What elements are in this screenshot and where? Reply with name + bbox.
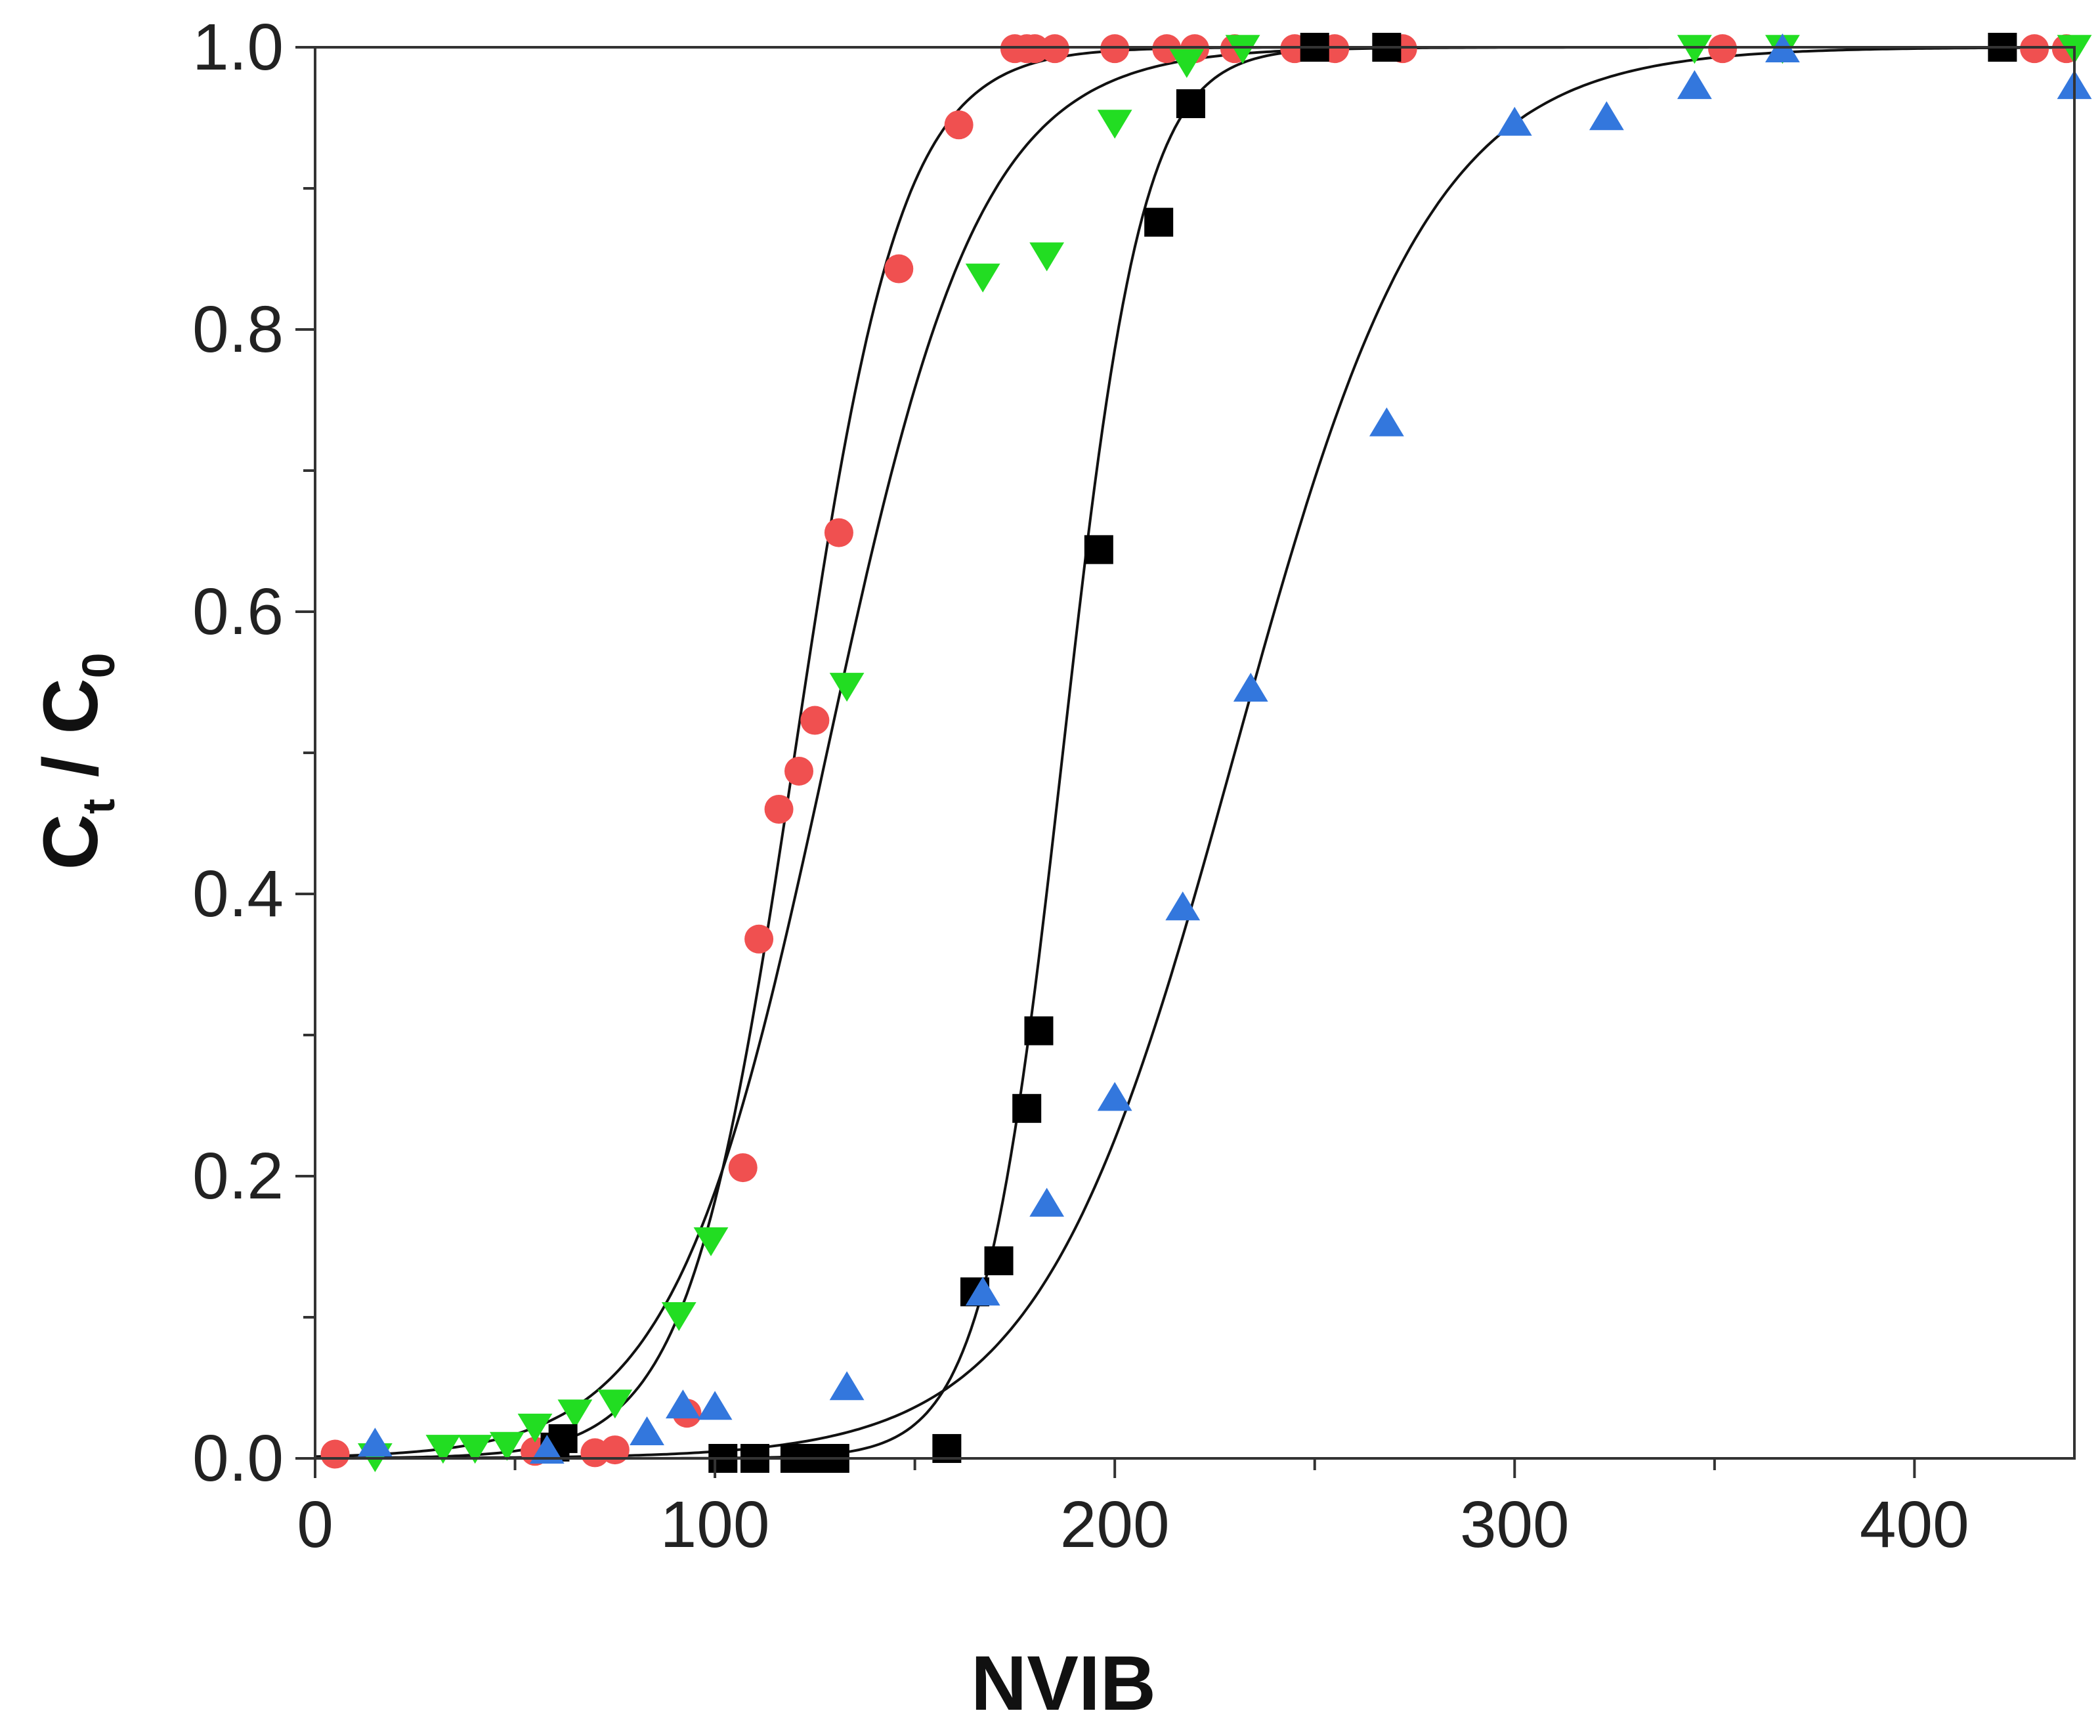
data-point-circle <box>600 1435 630 1465</box>
fit-curves <box>314 46 2074 1460</box>
y-tick-label: 0.2 <box>192 1139 284 1213</box>
data-point-square <box>1084 535 1113 564</box>
data-point-circle <box>764 795 794 824</box>
data-point-circle <box>784 756 813 786</box>
y-tick-label: 0.4 <box>192 857 284 931</box>
tick-labels: 0 100 200 300 400 0.0 0.2 0.4 0.6 0.8 1.0 <box>192 11 1969 1561</box>
data-point-triangle-up <box>829 1371 865 1401</box>
x-tick-label: 100 <box>660 1488 770 1561</box>
data-point-circle <box>1040 34 1069 64</box>
data-point-triangle-up <box>1677 70 1712 99</box>
data-point-triangle-down <box>693 1227 729 1257</box>
plot-frame <box>314 46 2076 1460</box>
data-point-square <box>1024 1016 1054 1046</box>
data-point-triangle-up <box>1369 407 1404 436</box>
data-point-square <box>1012 1093 1042 1123</box>
data-point-triangle-down <box>597 1389 633 1419</box>
x-tick-label: 400 <box>1860 1488 1969 1561</box>
y-tick-label: 1.0 <box>192 11 284 84</box>
data-point-circle <box>800 706 830 735</box>
data-point-circle <box>1100 34 1130 64</box>
y-tick-label: 0.6 <box>192 575 284 648</box>
data-point-triangle-up <box>529 1434 565 1464</box>
data-point-circle <box>824 518 853 547</box>
data-point-triangle-down <box>517 1413 553 1443</box>
y-axis-title-c: C <box>28 814 114 870</box>
data-point-triangle-up <box>965 1277 1000 1306</box>
y-axis-title: Ct / C0 <box>28 652 124 870</box>
data-point-triangle-up <box>1497 106 1532 136</box>
data-point-circle <box>884 254 914 284</box>
data-point-triangle-down <box>829 673 865 702</box>
x-tick-label: 200 <box>1060 1488 1170 1561</box>
y-axis-title-sub-t: t <box>73 799 124 814</box>
data-point-triangle-down <box>489 1431 525 1461</box>
axes <box>295 46 2076 1478</box>
data-point-circle <box>728 1153 758 1183</box>
x-tick-label: 0 <box>297 1488 333 1561</box>
data-point-triangle-down <box>458 1435 493 1464</box>
data-point-triangle-down <box>1225 35 1260 64</box>
data-point-triangle-down <box>557 1399 593 1429</box>
data-point-circle <box>1020 34 1050 64</box>
data-point-triangle-down <box>1029 242 1065 272</box>
data-point-circle <box>320 1439 350 1469</box>
x-tick-label: 300 <box>1460 1488 1570 1561</box>
fit-curve <box>315 46 2074 1460</box>
x-axis-title: NVIB <box>971 1640 1156 1727</box>
data-point-triangle-down <box>1677 35 1712 64</box>
data-point-triangle-down <box>1169 49 1205 78</box>
data-point-triangle-up <box>1233 672 1268 702</box>
data-point-circle <box>1708 34 1737 64</box>
data-point-triangle-down <box>1097 110 1132 139</box>
data-point-triangle-down <box>661 1302 696 1331</box>
data-point-circle <box>944 110 974 140</box>
data-point-triangle-up <box>1165 891 1201 921</box>
data-point-circle <box>2020 34 2049 64</box>
fit-curve <box>314 46 2074 1458</box>
data-point-circle <box>744 924 774 954</box>
data-point-triangle-down <box>425 1435 461 1464</box>
data-point-square <box>984 1246 1014 1275</box>
data-point-triangle-up <box>697 1391 733 1420</box>
data-point-triangle-up <box>1029 1187 1065 1217</box>
data-point-square <box>1176 89 1205 118</box>
y-axis-title-sep: / <box>28 734 114 799</box>
fit-curve <box>315 46 2074 1460</box>
data-point-triangle-up <box>1589 101 1624 131</box>
y-axis-title-sub-0: 0 <box>73 652 124 678</box>
data-point-triangle-up <box>1097 1082 1132 1111</box>
fit-curve <box>315 46 2074 1460</box>
y-axis-title-c0: C <box>28 678 114 734</box>
data-point-square <box>1144 207 1174 237</box>
data-points <box>320 33 2092 1473</box>
data-point-triangle-up <box>630 1416 664 1445</box>
data-point-triangle-up <box>357 1428 393 1457</box>
data-point-triangle-down <box>965 263 1000 293</box>
y-tick-label: 0.8 <box>192 293 284 366</box>
data-point-triangle-up <box>665 1389 700 1419</box>
y-tick-label: 0.0 <box>192 1422 284 1495</box>
